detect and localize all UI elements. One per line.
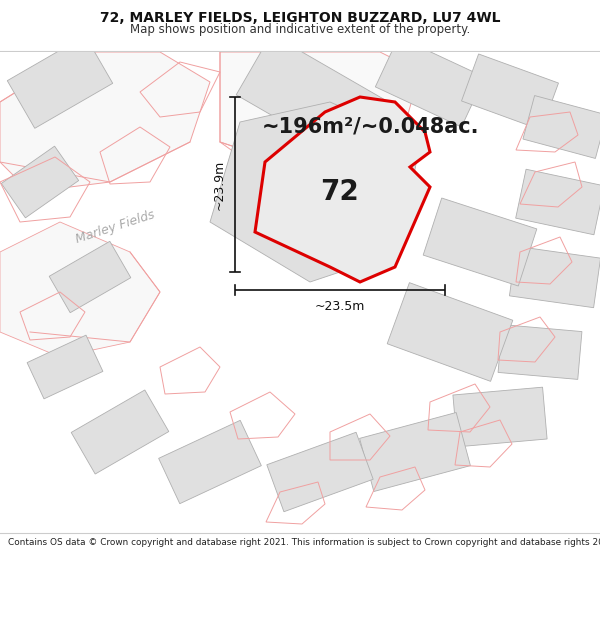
Polygon shape	[515, 169, 600, 235]
Polygon shape	[453, 387, 547, 447]
Polygon shape	[220, 52, 420, 162]
Text: Marley Fields: Marley Fields	[74, 208, 156, 246]
Polygon shape	[509, 246, 600, 308]
Text: Contains OS data © Crown copyright and database right 2021. This information is : Contains OS data © Crown copyright and d…	[8, 538, 600, 547]
Polygon shape	[359, 412, 470, 491]
Polygon shape	[0, 52, 210, 192]
Polygon shape	[267, 432, 373, 512]
Text: ~23.5m: ~23.5m	[315, 300, 365, 313]
Polygon shape	[523, 96, 600, 159]
Polygon shape	[498, 324, 582, 379]
Polygon shape	[158, 421, 262, 504]
Text: Map shows position and indicative extent of the property.: Map shows position and indicative extent…	[130, 23, 470, 36]
Text: ~23.9m: ~23.9m	[213, 159, 226, 209]
Polygon shape	[7, 36, 113, 128]
Text: 72, MARLEY FIELDS, LEIGHTON BUZZARD, LU7 4WL: 72, MARLEY FIELDS, LEIGHTON BUZZARD, LU7…	[100, 11, 500, 26]
Text: 72: 72	[320, 178, 359, 206]
Text: ~196m²/~0.048ac.: ~196m²/~0.048ac.	[261, 117, 479, 137]
Polygon shape	[210, 102, 420, 282]
Polygon shape	[387, 282, 513, 381]
Polygon shape	[236, 34, 384, 160]
Polygon shape	[27, 335, 103, 399]
Polygon shape	[423, 198, 537, 286]
Polygon shape	[49, 241, 131, 312]
Polygon shape	[376, 37, 485, 127]
Polygon shape	[71, 390, 169, 474]
Polygon shape	[461, 54, 559, 130]
Polygon shape	[1, 146, 79, 218]
Polygon shape	[0, 222, 160, 357]
Polygon shape	[255, 97, 430, 282]
